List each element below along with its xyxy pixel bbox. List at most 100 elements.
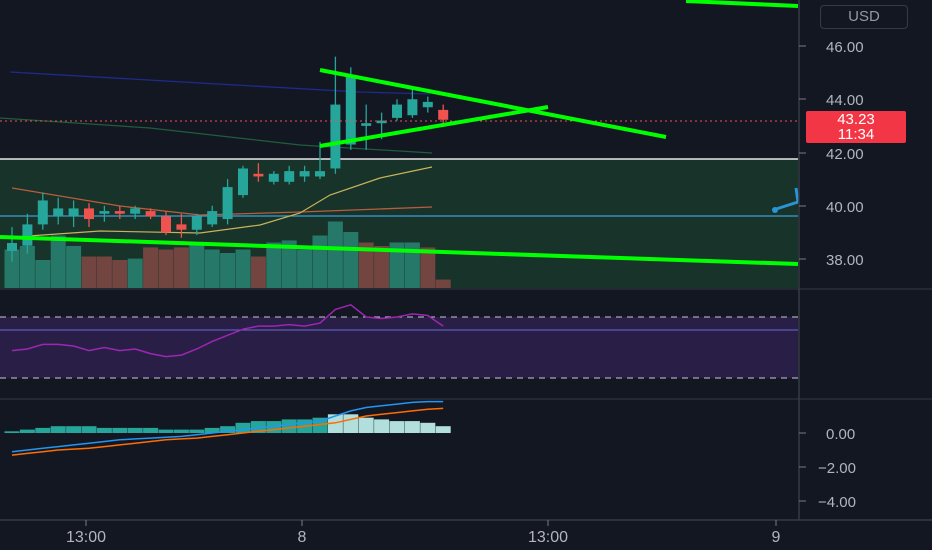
- volume-bar: [312, 235, 328, 288]
- volume-bar: [235, 249, 251, 288]
- ma-orange-line: [11, 187, 433, 216]
- candle-body: [176, 224, 187, 230]
- macd-hist-bar: [204, 427, 220, 433]
- ma-yellow-line: [0, 166, 433, 239]
- trendline-triangle-lower[interactable]: [319, 105, 549, 148]
- candle-body: [330, 104, 341, 169]
- candle-body: [7, 243, 17, 252]
- macd-hist-bar: [66, 426, 82, 433]
- macd-hist-bar: [127, 427, 143, 433]
- candle-body: [22, 224, 33, 246]
- last-price-label: 43.23 11:34: [806, 111, 906, 143]
- price-tick-40: 40.00: [826, 199, 864, 216]
- volume-bar: [96, 256, 112, 288]
- macd-hist-bar: [158, 429, 174, 433]
- candle-body: [299, 171, 310, 177]
- macd-hist-bar: [250, 421, 266, 433]
- macd-hist-bar: [189, 429, 205, 433]
- macd-hist-bar: [112, 427, 128, 433]
- macd-signal-line: [11, 407, 444, 456]
- candlesticks: [7, 56, 449, 262]
- trendline-support[interactable]: [0, 235, 799, 266]
- macd-axis-ticks: 0.00 −2.00 −4.00: [799, 426, 856, 511]
- candle-body: [68, 208, 79, 217]
- macd-hist-bar: [404, 421, 420, 433]
- macd-tick-neg2: −2.00: [818, 460, 856, 477]
- volume-bar: [220, 253, 236, 288]
- macd-hist-bar: [358, 417, 374, 433]
- volume-bar: [404, 242, 420, 288]
- candle-body: [84, 208, 94, 220]
- volume-bar: [189, 242, 205, 288]
- drawing-anchor-dot[interactable]: [772, 207, 778, 213]
- macd-hist-bar: [281, 419, 297, 433]
- volume-bar: [81, 256, 97, 288]
- candle-body: [438, 109, 449, 120]
- volume-bar: [343, 232, 359, 288]
- volume-bar: [173, 247, 189, 288]
- volume-bar: [66, 246, 82, 288]
- macd-hist-bar: [4, 431, 20, 433]
- trendline-top-right[interactable]: [685, 0, 799, 8]
- macd-hist-bar: [235, 422, 251, 433]
- volume-bar: [374, 246, 390, 288]
- volume-bars: [4, 221, 451, 288]
- currency-button[interactable]: USD: [820, 5, 908, 29]
- rsi-band: [0, 317, 798, 378]
- candle-body: [238, 168, 248, 196]
- candle-body: [376, 120, 387, 124]
- volume-bar: [297, 249, 313, 288]
- candle-body: [422, 101, 433, 108]
- macd-hist-bar: [173, 429, 189, 433]
- macd-hist-bar: [143, 427, 159, 433]
- bar-countdown: 11:34: [837, 126, 875, 143]
- candle-body: [361, 123, 372, 126]
- candle-body: [130, 208, 141, 214]
- macd-hist-bar: [50, 426, 66, 433]
- candle-body: [37, 200, 48, 225]
- candle-body: [191, 216, 202, 230]
- main-price-ticks: 46.00 44.00 42.00 40.00 38.00: [799, 39, 864, 269]
- macd-line: [11, 400, 444, 453]
- volume-bar: [127, 258, 143, 288]
- macd-hist-bar: [81, 426, 97, 433]
- candle-body: [99, 211, 110, 214]
- macd-hist-bar: [327, 414, 343, 433]
- candle-body: [207, 211, 218, 225]
- macd-hist-bar: [435, 426, 451, 433]
- volume-bar: [358, 242, 374, 288]
- volume-bar: [266, 242, 282, 288]
- trendline-triangle-upper[interactable]: [319, 68, 667, 139]
- candle-body: [315, 171, 325, 177]
- volume-bar: [204, 249, 220, 288]
- candle-body: [253, 173, 264, 177]
- volume-bar: [435, 279, 451, 288]
- macd-tick-0: 0.00: [826, 426, 855, 443]
- volume-bar: [281, 240, 297, 288]
- candle-body: [392, 104, 402, 118]
- volume-bar: [35, 260, 51, 288]
- macd-hist-bar: [420, 422, 436, 433]
- price-tick-44: 44.00: [826, 92, 864, 109]
- candle-body: [222, 187, 233, 220]
- last-price-value: 43.23: [837, 111, 875, 128]
- time-label-1300-b: 13:00: [528, 529, 568, 546]
- ma-dark-blue-line: [9, 71, 431, 95]
- time-label-day-9: 9: [772, 529, 781, 546]
- volume-bar: [250, 256, 266, 288]
- candle-body: [145, 211, 156, 217]
- macd-hist-bar: [266, 421, 282, 433]
- volume-bar: [420, 247, 436, 288]
- macd-hist-bar: [220, 426, 236, 433]
- macd-hist-bar: [389, 421, 405, 433]
- candle-body: [345, 75, 356, 145]
- volume-bar: [19, 246, 35, 288]
- candle-body: [268, 173, 279, 182]
- price-tick-42: 42.00: [826, 146, 864, 163]
- macd-tick-neg4: −4.00: [818, 494, 856, 511]
- macd-hist-bar: [343, 414, 359, 433]
- volume-bar: [327, 221, 343, 288]
- time-label-1300-a: 13:00: [66, 529, 106, 546]
- time-axis[interactable]: 13:00 8 13:00 9: [66, 520, 781, 546]
